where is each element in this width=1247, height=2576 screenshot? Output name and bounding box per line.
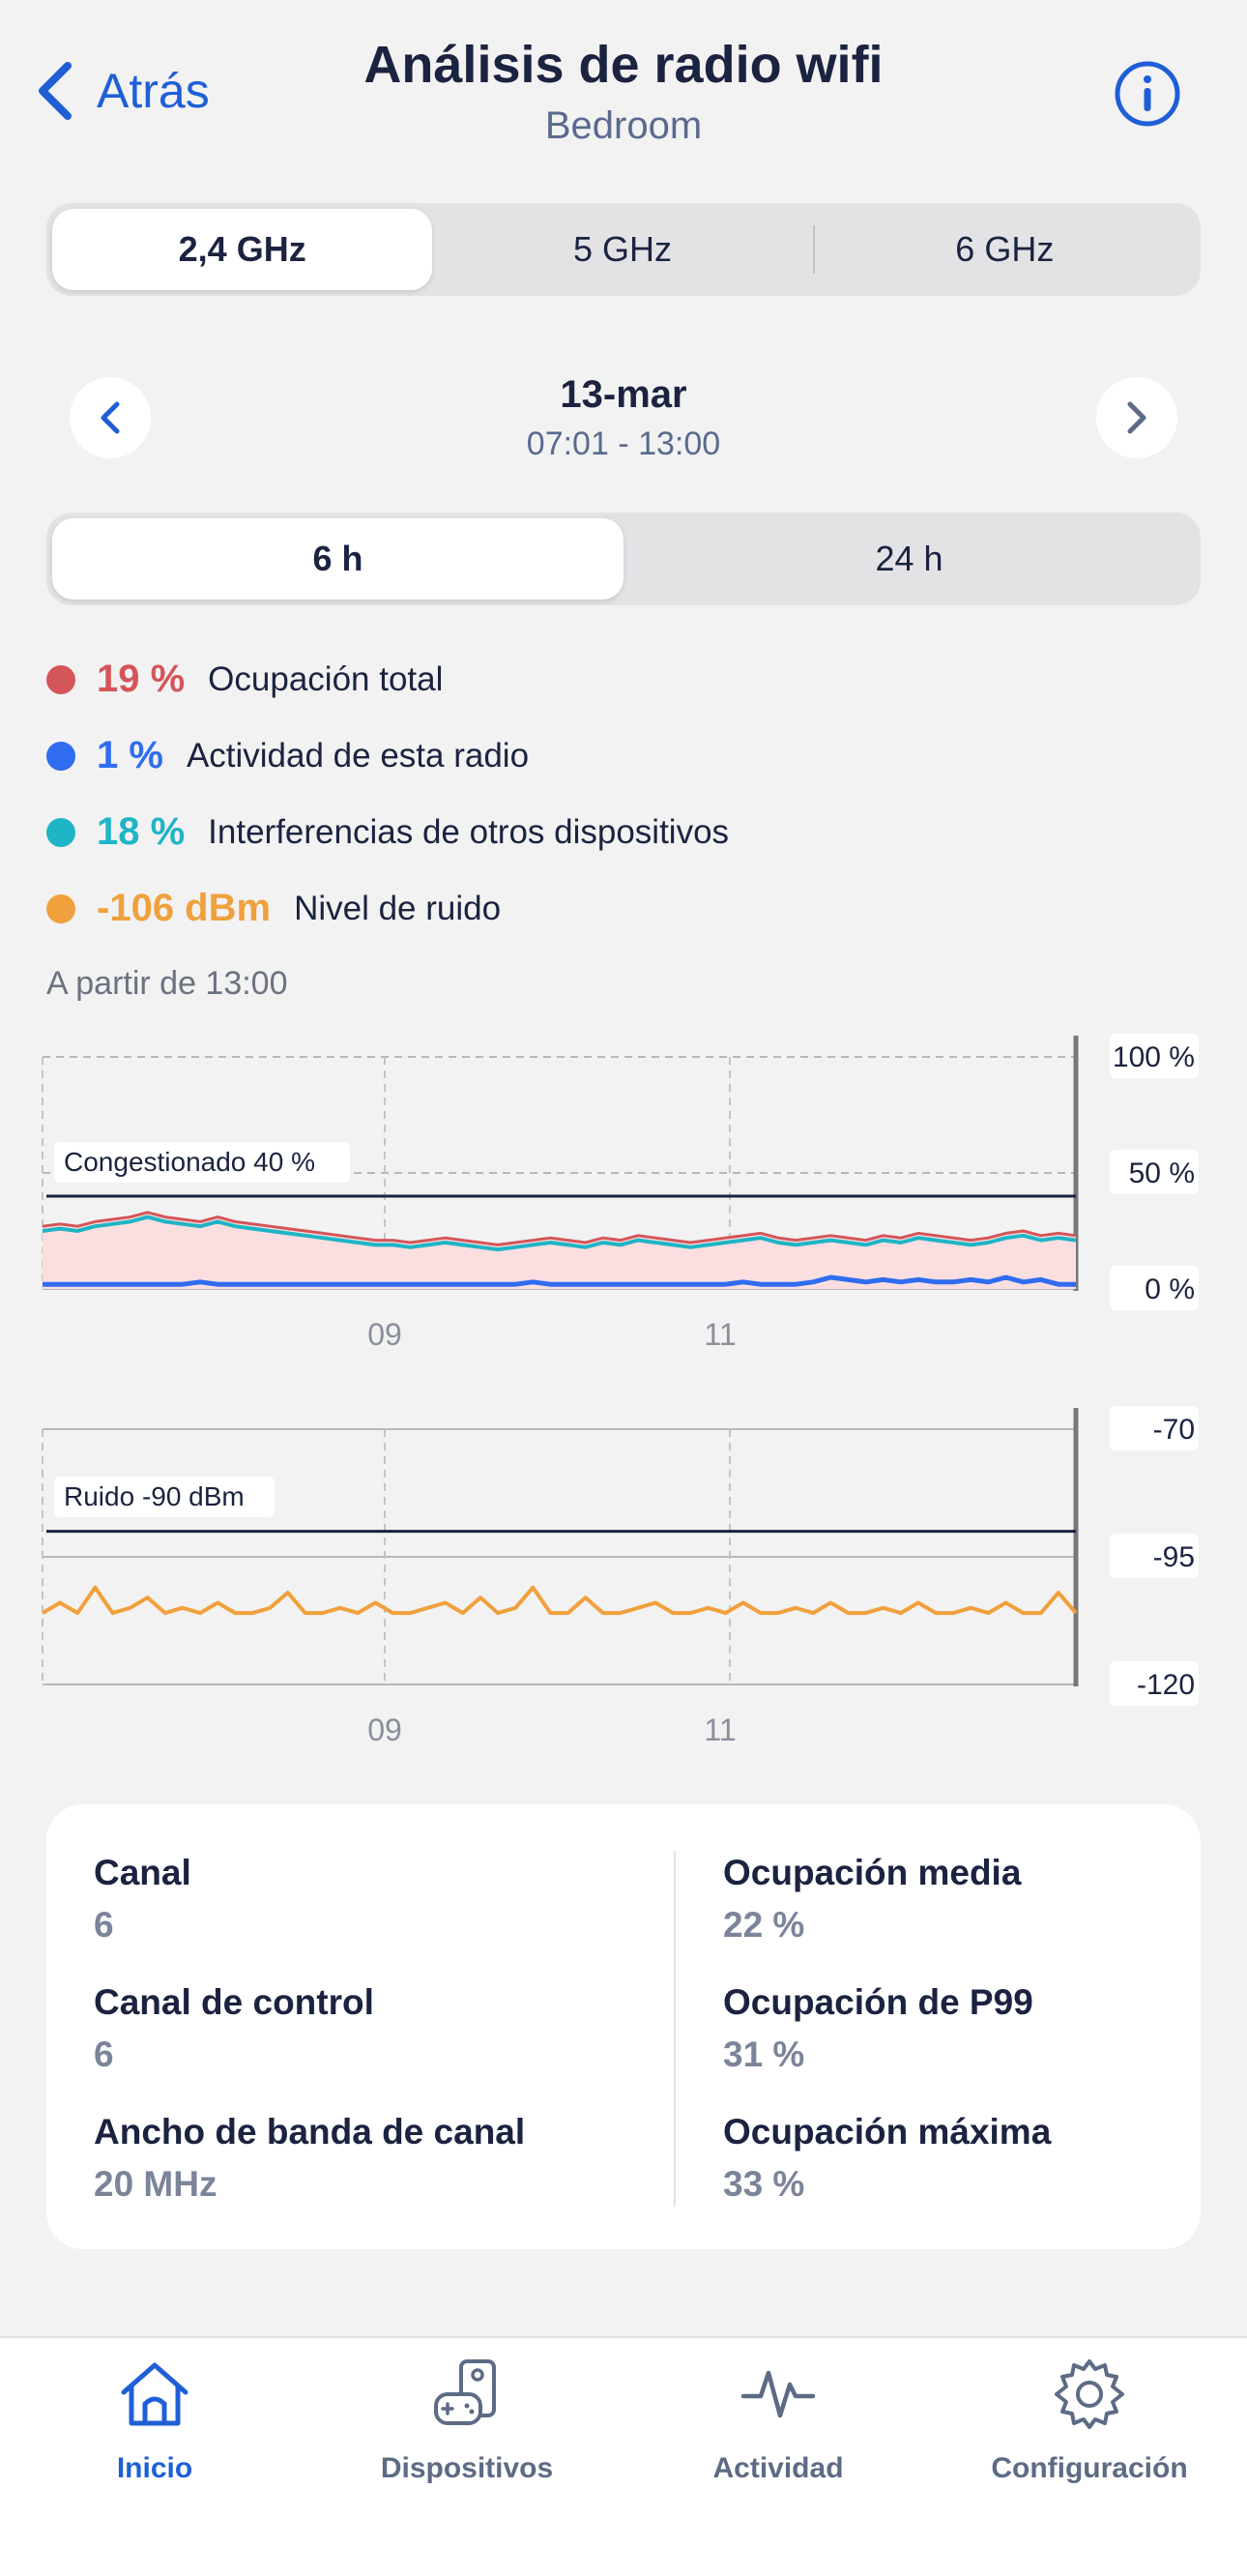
y-tick-label: 0 % [1145,1273,1195,1305]
legend-label: Ocupación total [208,659,444,698]
legend-item-interference: 18 % Interferencias de otros dispositivo… [46,810,729,854]
tab-settings[interactable]: Configuración [935,2356,1244,2485]
back-button[interactable]: Atrás [35,60,210,122]
y-tick-label-bg [1110,1150,1199,1194]
tab-activity[interactable]: Actividad [624,2356,933,2485]
y-tick-label-bg [1110,1661,1199,1706]
threshold-label-bg [54,1142,350,1183]
x-tick-label: 11 [704,1712,736,1747]
chevron-left-icon [39,62,72,120]
page-title: Análisis de radio wifi [363,36,884,94]
back-label: Atrás [97,64,210,118]
selected-date: 13-mar [560,373,687,416]
legend-value: -106 dBm [97,887,272,929]
devices-icon [434,2359,496,2425]
y-tick-label-bg [1110,1266,1199,1310]
tab-5-ghz[interactable]: 5 GHz [572,229,672,269]
stat-label-channel: Canal [94,1853,191,1892]
tab-2-4-ghz[interactable]: 2,4 GHz [52,209,433,290]
y-tick-label-bg [1110,1406,1199,1450]
threshold-label: Congestionado 40 % [64,1147,315,1177]
legend-value: 1 % [97,734,163,776]
legend-dot [46,817,75,847]
stat-value-max-occupancy: 33 % [723,2164,805,2204]
divider [812,225,815,274]
series-area [43,1212,1076,1289]
tab-6-ghz[interactable]: 6 GHz [955,229,1055,269]
legend-item-noise: -106 dBm Nivel de ruido [46,887,501,930]
y-tick-label: -95 [1153,1541,1195,1573]
band-selector: 2,4 GHz 5 GHz 6 GHz [46,203,1201,296]
x-tick-label: 11 [704,1317,736,1352]
date-range: 07:01 - 13:00 [526,425,721,462]
noise-chart: Ruido -90 dBm -70 -95 -120 09 11 [41,1406,1199,1747]
legend-item-radio: 1 % Actividad de esta radio [46,734,529,777]
series-line [43,1274,1076,1287]
period-selector: 6 h 24 h [46,512,1201,605]
legend-item-total: 19 % Ocupación total [46,658,443,701]
tab-label: Dispositivos [380,2452,554,2484]
stat-value-avg-occupancy: 22 % [723,1905,805,1945]
legend-value: 18 % [97,810,186,853]
series-line [42,1211,1077,1246]
y-tick-label: -70 [1153,1414,1195,1446]
as-of-label: A partir de 13:00 [46,965,288,1002]
legend-label: Interferencias de otros dispositivos [208,812,730,851]
tab-label: Inicio [116,2452,193,2484]
stat-value-control-channel: 6 [94,2034,114,2074]
threshold-label: Ruido -90 dBm [64,1481,245,1511]
y-tick-label: -120 [1137,1669,1195,1701]
tab-6h[interactable]: 6 h [52,518,624,600]
page-subtitle: Bedroom [544,104,703,147]
stat-value-p99-occupancy: 31 % [723,2034,805,2074]
home-icon [121,2362,188,2426]
x-tick-label: 09 [367,1712,402,1747]
y-tick-label-bg [1110,1034,1199,1078]
tab-devices[interactable]: Dispositivos [312,2356,622,2485]
legend-value: 19 % [97,658,186,700]
tab-24h[interactable]: 24 h [875,539,943,578]
tab-label: Configuración [991,2452,1188,2484]
occupancy-chart: Congestionado 40 % 100 % 50 % 0 % 09 11 [42,1034,1199,1352]
legend-dot [46,741,75,771]
threshold-label-bg [54,1477,275,1517]
previous-date-button[interactable] [70,377,151,458]
y-tick-label: 100 % [1113,1041,1195,1073]
tab-home[interactable]: Inicio [0,2356,309,2485]
stat-value-channel: 6 [94,1905,114,1945]
gear-icon [1055,2359,1124,2429]
legend-dot [46,893,75,923]
y-tick-label-bg [1110,1534,1199,1578]
series-line [41,1585,1078,1616]
tab-label: Actividad [712,2452,844,2484]
y-tick-label: 50 % [1129,1157,1195,1189]
activity-icon [740,2370,816,2418]
chevron-left-icon [101,401,120,434]
legend-dot [46,664,75,694]
info-icon[interactable] [1114,60,1181,128]
stat-label-p99-occupancy: Ocupación de P99 [723,1982,1033,2022]
stats-divider [674,1851,676,2207]
tab-bar [0,2336,1247,2576]
x-tick-label: 09 [367,1317,402,1352]
next-date-button[interactable] [1096,377,1177,458]
series-line [42,1215,1077,1252]
chevron-right-icon [1127,401,1146,434]
stat-label-avg-occupancy: Ocupación media [723,1853,1022,1892]
stats-card [46,1804,1201,2249]
stat-label-control-channel: Canal de control [94,1982,374,2022]
stat-value-bandwidth: 20 MHz [94,2164,218,2204]
legend-label: Nivel de ruido [294,889,502,927]
legend-label: Actividad de esta radio [186,736,530,775]
stat-label-max-occupancy: Ocupación máxima [723,2112,1052,2152]
stat-label-bandwidth: Ancho de banda de canal [94,2112,526,2152]
